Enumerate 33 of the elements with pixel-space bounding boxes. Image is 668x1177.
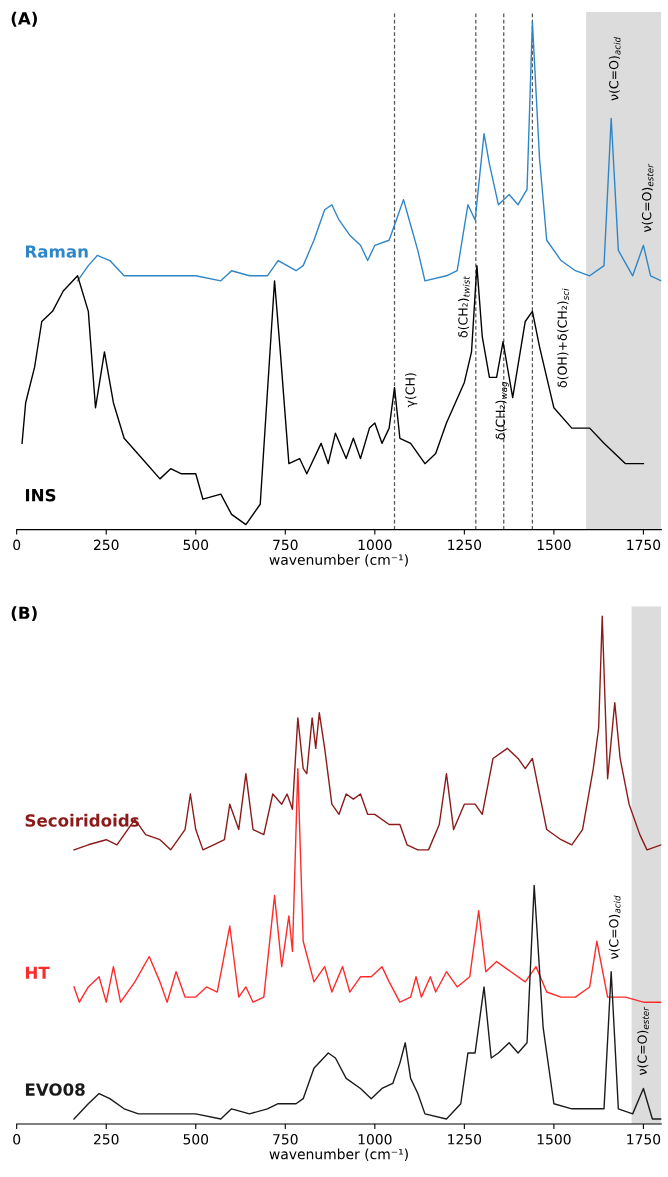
x-axis-title: wavenumber (cm⁻¹) — [269, 1148, 408, 1161]
annotation: δ(CH₂)$_{twist}$ — [458, 276, 470, 338]
x-tick-label: 0 — [13, 539, 21, 551]
x-tick-label: 1250 — [448, 539, 482, 551]
annotation: δ(OH)+δ(CH₂)$_{sci}$ — [557, 288, 569, 388]
x-tick-label: 750 — [273, 539, 298, 551]
annotation: δ(CH₂)$_{wag}$ — [495, 381, 509, 440]
series-label: Raman — [25, 245, 88, 258]
x-tick-label: 500 — [183, 1134, 209, 1145]
annotation: ν(C=O)$_{acid}$ — [608, 895, 621, 960]
x-tick-label: 1500 — [537, 539, 571, 551]
annotation: ν(C=O)$_{acid}$ — [608, 36, 621, 101]
text: INS — [25, 488, 56, 502]
x-tick-label: 1500 — [537, 1134, 571, 1145]
series-label: Secoiridoids — [25, 813, 139, 827]
chart-title: (B) — [11, 606, 37, 622]
x-tick-label: 750 — [273, 1134, 298, 1145]
x-tick-label: 1750 — [627, 539, 661, 551]
x-tick-label: 250 — [93, 539, 119, 551]
annotation: γ(CH) — [405, 373, 418, 408]
annotation: ν(C=O)$_{ester}$ — [641, 163, 654, 233]
x-tick-label: 1750 — [627, 1134, 661, 1145]
series-label: HT — [25, 966, 50, 979]
x-tick-label: 1250 — [448, 1134, 482, 1145]
annotation: ν(C=O)$_{ester}$ — [637, 1006, 649, 1076]
x-axis-title: wavenumber (cm⁻¹) — [269, 554, 408, 567]
x-tick-label: 1000 — [358, 1134, 392, 1145]
x-tick-label: 500 — [183, 539, 209, 551]
x-tick-label: 0 — [13, 1134, 21, 1145]
series-label: EVO08 — [25, 1083, 85, 1096]
x-tick-label: 250 — [93, 1134, 119, 1145]
chart-title: (A) — [11, 11, 37, 27]
x-tick-label: 1000 — [358, 539, 392, 551]
